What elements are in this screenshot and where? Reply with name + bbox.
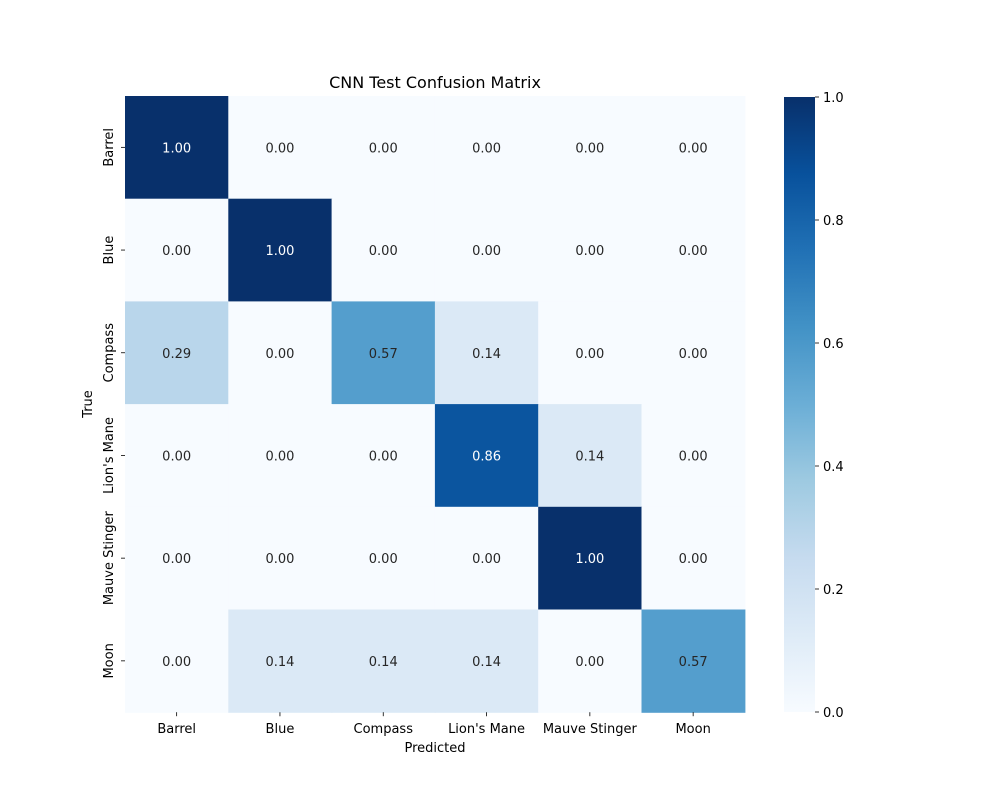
y-axis-label: True	[81, 390, 96, 419]
colorbar-tick-label: 0.8	[823, 214, 844, 229]
heatmap-cell	[434, 404, 539, 508]
x-tick-label: Compass	[354, 722, 414, 737]
heatmap-cell	[538, 404, 643, 508]
x-axis-label: Predicted	[404, 741, 465, 756]
cell-value-label: 0.14	[265, 655, 294, 670]
heatmap-cell	[228, 96, 333, 200]
heatmap-cell	[434, 198, 539, 302]
cell-value-label: 0.00	[162, 552, 191, 567]
cell-value-label: 0.00	[265, 347, 294, 362]
chart-title: CNN Test Confusion Matrix	[329, 73, 541, 92]
cell-value-label: 0.00	[162, 244, 191, 259]
heatmap-cell	[331, 609, 436, 713]
heatmap-cell	[331, 506, 436, 611]
heatmap-cell	[228, 609, 333, 713]
cell-value-label: 0.00	[265, 552, 294, 567]
y-tick-label: Barrel	[102, 128, 117, 167]
heatmap-cell	[641, 609, 746, 713]
heatmap-grid: 1.00 0.00 0.00 0.00 0.00 0.00 0.00 1.00 0.00 0.00…	[125, 96, 746, 713]
cell-value-label: 0.00	[575, 244, 604, 259]
heatmap-cell	[125, 609, 229, 713]
cell-value-label: 0.00	[679, 244, 708, 259]
cell-value-label: 0.00	[369, 141, 398, 156]
heatmap-cell	[125, 301, 229, 405]
heatmap-cell	[331, 198, 436, 302]
heatmap-cell	[641, 301, 746, 405]
cell-value-label: 0.00	[575, 655, 604, 670]
cell-value-label: 0.14	[575, 449, 604, 464]
heatmap-cell	[228, 198, 333, 302]
colorbar-tick-label: 0.4	[823, 460, 844, 475]
cell-value-label: 0.00	[369, 244, 398, 259]
heatmap-cell	[125, 96, 229, 200]
cell-value-label: 0.00	[679, 347, 708, 362]
x-tick-label: Lion's Mane	[448, 722, 525, 737]
heatmap-cell	[125, 198, 229, 302]
heatmap-cell	[434, 96, 539, 200]
heatmap-cell	[538, 301, 643, 405]
cell-value-label: 1.00	[265, 244, 294, 259]
heatmap-cell	[434, 609, 539, 713]
y-tick-label: Mauve Stinger	[102, 510, 117, 605]
cell-value-label: 0.00	[679, 141, 708, 156]
heatmap-cell	[125, 506, 229, 611]
colorbar-tick-label: 0.2	[823, 583, 844, 598]
heatmap-cell	[331, 404, 436, 508]
y-tick-label: Lion's Mane	[102, 417, 117, 494]
cell-value-label: 0.14	[472, 655, 501, 670]
heatmap-cell	[434, 506, 539, 611]
x-tick-label: Barrel	[157, 722, 196, 737]
y-tick-label: Compass	[102, 323, 117, 383]
heatmap-cell	[538, 609, 643, 713]
colorbar-ticks: 0.0 0.2 0.4 0.6 0.8 1.0	[815, 91, 844, 721]
cell-value-label: 0.00	[369, 552, 398, 567]
cell-value-label: 0.00	[472, 552, 501, 567]
cell-value-label: 0.57	[369, 347, 398, 362]
cell-value-label: 0.14	[472, 347, 501, 362]
heatmap-cell	[331, 96, 436, 200]
heatmap-cell	[641, 404, 746, 508]
cell-value-label: 0.00	[679, 449, 708, 464]
cell-value-label: 0.86	[472, 449, 501, 464]
y-tick-label: Blue	[102, 236, 117, 265]
heatmap-cell	[538, 96, 643, 200]
x-tick-label: Moon	[675, 722, 710, 737]
heatmap-cell	[538, 506, 643, 611]
heatmap-cell	[228, 506, 333, 611]
cell-value-label: 0.29	[162, 347, 191, 362]
colorbar-tick-label: 0.0	[823, 706, 844, 721]
cell-value-label: 0.00	[162, 655, 191, 670]
cell-value-label: 0.00	[265, 141, 294, 156]
cell-value-label: 0.00	[369, 449, 398, 464]
heatmap-cell	[641, 506, 746, 611]
heatmap-cell	[331, 301, 436, 405]
heatmap-cell	[228, 301, 333, 405]
heatmap-cell	[434, 301, 539, 405]
y-axis-ticks: Barrel Blue Compass Lion's Mane Mauve Stinge…	[102, 128, 125, 679]
heatmap-cell	[228, 404, 333, 508]
colorbar-tick-label: 0.6	[823, 337, 844, 352]
x-tick-label: Mauve Stinger	[543, 722, 638, 737]
cell-value-label: 1.00	[162, 141, 191, 156]
y-tick-label: Moon	[102, 643, 117, 678]
cell-value-label: 0.00	[472, 244, 501, 259]
cell-value-label: 0.00	[265, 449, 294, 464]
colorbar-tick-label: 1.0	[823, 91, 844, 106]
cell-value-label: 0.14	[369, 655, 398, 670]
heatmap-cell	[641, 198, 746, 302]
cell-value-label: 0.00	[679, 552, 708, 567]
cell-value-label: 1.00	[575, 552, 604, 567]
cell-value-label: 0.00	[472, 141, 501, 156]
heatmap-cell	[641, 96, 746, 200]
heatmap-cell	[538, 198, 643, 302]
cell-value-label: 0.57	[679, 655, 708, 670]
x-tick-label: Blue	[266, 722, 295, 737]
x-axis-ticks: Barrel Blue Compass Lion's Mane Mauve Stinge…	[157, 712, 711, 737]
cell-value-label: 0.00	[575, 347, 604, 362]
heatmap-cell	[125, 404, 229, 508]
colorbar	[784, 97, 815, 712]
cell-value-label: 0.00	[575, 141, 604, 156]
cell-value-label: 0.00	[162, 449, 191, 464]
